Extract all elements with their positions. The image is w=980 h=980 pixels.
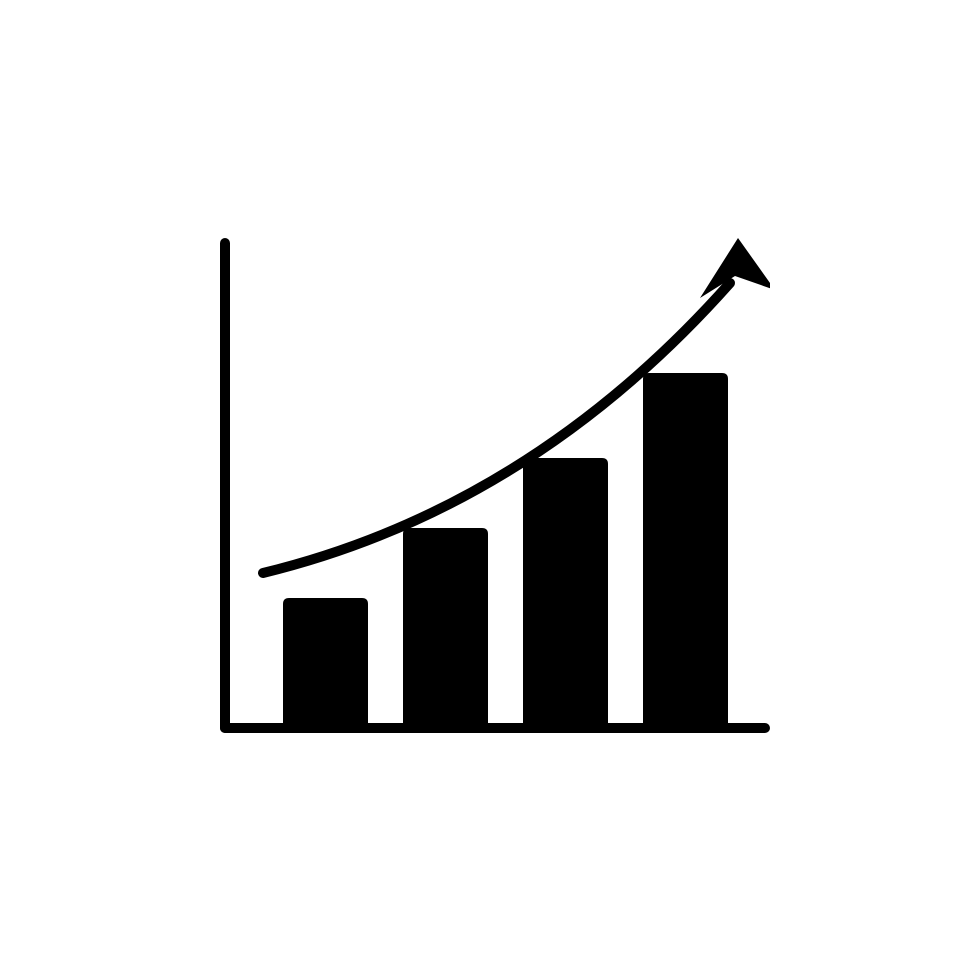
bar-2 [403, 528, 488, 728]
bar-1 [283, 598, 368, 728]
bar-3 [523, 458, 608, 728]
bar-4 [643, 373, 728, 728]
bar-chart-svg [210, 228, 770, 748]
growth-chart-icon [210, 228, 770, 753]
arrowhead-icon [700, 238, 770, 298]
